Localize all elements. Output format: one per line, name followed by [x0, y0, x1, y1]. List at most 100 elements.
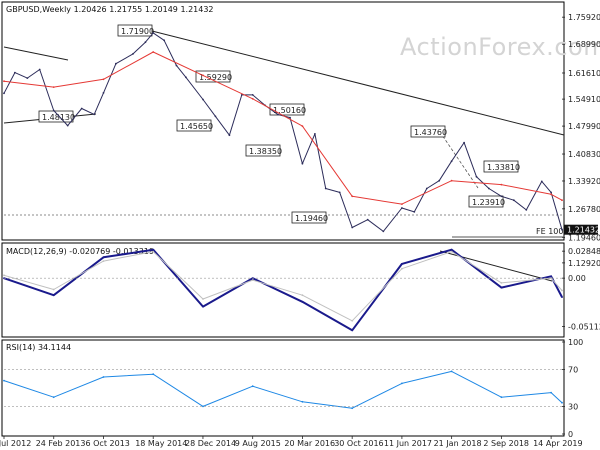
price-series-1-point [324, 187, 327, 190]
price-title: GBPUSD,Weekly 1.20426 1.21755 1.20149 1.… [6, 5, 214, 14]
axis-layer: 1.75920 1.68990 1.61610 1.54910 1.47990 1.408… [0, 13, 600, 448]
price-series-1-point [525, 209, 528, 211]
rsi-y-tick-label: 0 [568, 430, 573, 439]
price-series-1-point [152, 32, 155, 34]
price-series-1-point [413, 211, 416, 213]
svg-text:1.19460: 1.19460 [295, 214, 328, 223]
price-series-1-point [301, 162, 304, 165]
price-series-1-point [251, 94, 254, 96]
price-y-tick-label: 1.19460 [568, 233, 600, 242]
svg-text:1.43760: 1.43760 [414, 128, 447, 137]
macd-series-1-point [401, 263, 403, 265]
price-series-1-point [425, 187, 428, 190]
macd-series-1-point [3, 277, 5, 280]
swing-label-8: 1.33810 [483, 160, 520, 173]
price-y-tick-label: 1.12920 [568, 259, 600, 268]
macd-series-2-point [500, 282, 503, 284]
price-series-2-point [3, 80, 5, 83]
price-series-2-point [251, 97, 254, 100]
price-series-2-point [351, 195, 354, 198]
fe-label: FE 100.0 [536, 227, 571, 236]
price-series-1-point [500, 195, 503, 198]
svg-text:1.71900: 1.71900 [121, 27, 154, 36]
rsi-series-1-point [561, 401, 563, 404]
price-series-2-point [500, 183, 503, 186]
price-y-tick-label: 1.26780 [568, 205, 600, 214]
price-series-1-point [52, 109, 55, 112]
x-tick-label: 20 Mar 2016 [284, 439, 335, 448]
macd-series-2-point [401, 267, 403, 270]
x-tick-label: 6 Oct 2013 [86, 439, 130, 448]
price-series-1-point [115, 62, 117, 65]
price-series-1-point [132, 53, 134, 55]
macd-series-1-point [301, 300, 304, 303]
price-series-1-point [366, 218, 369, 221]
macd-y-tick-label: -0.051125 [568, 323, 600, 332]
swing-label-6: 1.38350 [245, 144, 282, 157]
price-series-1-point [475, 175, 478, 178]
price-series-1-point [144, 41, 147, 44]
svg-text:1.50160: 1.50160 [273, 106, 306, 115]
x-tick-label: 15 Jul 2012 [0, 439, 31, 448]
rsi-series-1-point [550, 391, 552, 394]
macd-series-1-point [500, 286, 503, 289]
price-series-1-point [382, 230, 385, 233]
price-series-1-point [314, 133, 316, 135]
svg-text:1.33810: 1.33810 [487, 163, 520, 172]
price-series-1-point [214, 115, 217, 118]
price-series-2-point [550, 193, 552, 196]
macd-series-1-point [450, 248, 453, 251]
rsi-panel-frame [1, 339, 565, 437]
price-series-2-point [52, 86, 55, 88]
rsi-y-tick-label: 100 [568, 338, 583, 347]
rsi-series-1-point [351, 407, 354, 410]
price-series-1-point [202, 98, 204, 101]
x-tick-label: 14 Apr 2019 [533, 439, 582, 448]
x-tick-label: 24 Feb 2013 [36, 439, 86, 448]
price-series-2-point [561, 199, 563, 202]
price-series-2-point [102, 78, 105, 81]
swing-label-2: 1.59290 [195, 70, 232, 83]
swing-label-1: 1.71900 [117, 24, 154, 37]
price-series-1-point [512, 199, 515, 202]
svg-text:1.48130: 1.48130 [42, 113, 75, 122]
price-series-2-point [202, 74, 204, 77]
price-series-1-point [488, 187, 490, 190]
x-tick-label: 18 May 2014 [135, 439, 187, 448]
price-series-1-point [163, 39, 166, 42]
macd-series-2-point [52, 288, 55, 291]
macd-series-2-point [301, 294, 304, 297]
current-price-tag [564, 224, 598, 235]
price-y-tick-label: 1.40830 [568, 150, 600, 159]
swing-label-4: 1.48130 [38, 110, 75, 123]
channel-top-line [3, 46, 69, 61]
rsi-series-1-point [52, 396, 55, 399]
macd-series-1-point [561, 296, 563, 298]
rsi-y-tick-label: 30 [568, 402, 578, 411]
rsi-series-1-point [500, 396, 503, 399]
svg-text:1.45650: 1.45650 [180, 122, 213, 131]
price-series-1-point [463, 141, 465, 144]
price-series-1-point [38, 68, 41, 71]
svg-text:1.23910: 1.23910 [472, 198, 505, 207]
x-tick-label: 9 Aug 2015 [235, 439, 281, 448]
price-y-tick-label: 1.75920 [568, 13, 600, 22]
price-series-1-point [102, 92, 105, 94]
svg-text:1.59290: 1.59290 [199, 73, 232, 82]
price-series-1-point [228, 134, 231, 137]
swing-labels: 1.71900 1.59290 1.50160 1.48130 1.45650 … [38, 24, 571, 236]
price-series-1-point [175, 64, 178, 67]
rsi-y-tick-label: 70 [568, 366, 578, 375]
rsi-series-1-point [3, 379, 5, 382]
price-series-1-point [540, 180, 543, 183]
macd-series-2-point [550, 277, 552, 280]
macd-series-1-point [152, 248, 155, 251]
watermark: ActionForex.com [400, 33, 600, 61]
current-price-label: 1.21432 [567, 226, 600, 235]
price-y-tick-label: 1.61610 [568, 69, 600, 78]
price-series-1-point [338, 191, 341, 194]
x-tick-label: 11 Jun 2017 [384, 439, 432, 448]
price-series-1-point [185, 76, 187, 79]
macd-series-2-point [251, 279, 254, 281]
